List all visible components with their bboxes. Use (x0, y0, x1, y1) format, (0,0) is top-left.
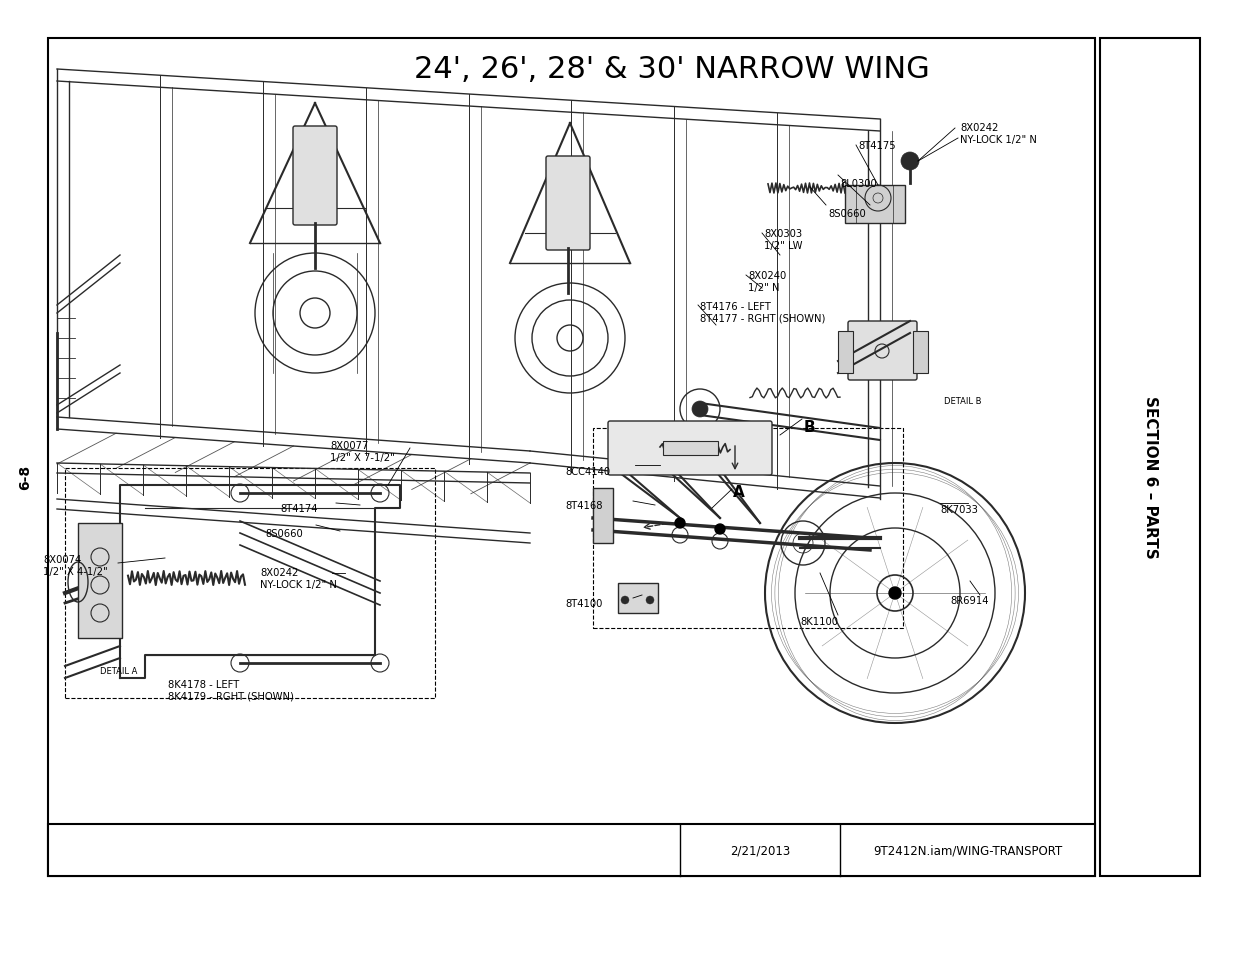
Text: 8X0242
NY-LOCK 1/2" N: 8X0242 NY-LOCK 1/2" N (261, 568, 337, 589)
Text: 8CC4140: 8CC4140 (564, 467, 610, 476)
Text: 8T4168: 8T4168 (564, 500, 603, 511)
Text: 2/21/2013: 2/21/2013 (730, 843, 790, 857)
Circle shape (889, 587, 902, 599)
Text: 8T4100: 8T4100 (564, 598, 603, 608)
FancyBboxPatch shape (848, 322, 918, 380)
Bar (48, 39, 1095, 876)
Bar (593, 489, 613, 543)
Text: 8X0242
NY-LOCK 1/2" N: 8X0242 NY-LOCK 1/2" N (960, 123, 1037, 145)
Bar (65, 469, 435, 699)
Text: 8K7033: 8K7033 (940, 504, 978, 515)
FancyBboxPatch shape (546, 157, 590, 251)
Text: DETAIL B: DETAIL B (944, 397, 982, 406)
Text: 6-8: 6-8 (19, 464, 32, 489)
Circle shape (715, 524, 725, 535)
Text: 8X0077
1/2" X 7-1/2": 8X0077 1/2" X 7-1/2" (330, 440, 395, 462)
Text: 8X0074
1/2" X 4-1/2": 8X0074 1/2" X 4-1/2" (43, 555, 107, 577)
Circle shape (621, 597, 629, 604)
Text: 24', 26', 28' & 30' NARROW WING: 24', 26', 28' & 30' NARROW WING (414, 54, 930, 84)
Bar (618, 583, 658, 614)
Text: 9T2412N.iam/WING-TRANSPORT: 9T2412N.iam/WING-TRANSPORT (873, 843, 1062, 857)
Bar (593, 429, 903, 628)
Text: 8S0660: 8S0660 (266, 529, 303, 538)
FancyBboxPatch shape (608, 421, 772, 476)
FancyBboxPatch shape (293, 127, 337, 226)
Text: A: A (734, 485, 745, 500)
Bar (913, 332, 927, 374)
Text: DETAIL A: DETAIL A (100, 666, 137, 675)
Bar (1100, 39, 1200, 876)
Bar (663, 441, 718, 456)
Bar (845, 186, 905, 224)
Circle shape (646, 597, 655, 604)
Text: B: B (804, 419, 815, 434)
Text: 8X0240
1/2" N: 8X0240 1/2" N (748, 271, 787, 293)
Circle shape (902, 152, 919, 171)
Text: 8R6914: 8R6914 (950, 596, 988, 605)
Text: 8K1100: 8K1100 (800, 617, 839, 626)
Bar (839, 332, 853, 374)
Text: 8L0300: 8L0300 (840, 179, 877, 189)
Bar (78, 523, 122, 639)
Text: 8X0303
1/2" LW: 8X0303 1/2" LW (764, 229, 803, 251)
Text: 8T4176 - LEFT
8T4177 - RGHT (SHOWN): 8T4176 - LEFT 8T4177 - RGHT (SHOWN) (700, 302, 825, 323)
Text: 8K4178 - LEFT
8K4179 - RGHT (SHOWN): 8K4178 - LEFT 8K4179 - RGHT (SHOWN) (168, 679, 294, 701)
Circle shape (692, 401, 708, 417)
Circle shape (676, 518, 685, 529)
Bar (48, 824, 1095, 876)
Text: 8S0660: 8S0660 (827, 209, 866, 219)
Text: 8T4175: 8T4175 (858, 141, 895, 151)
Text: 8T4174: 8T4174 (280, 503, 317, 514)
Text: SECTION 6 – PARTS: SECTION 6 – PARTS (1142, 395, 1157, 558)
